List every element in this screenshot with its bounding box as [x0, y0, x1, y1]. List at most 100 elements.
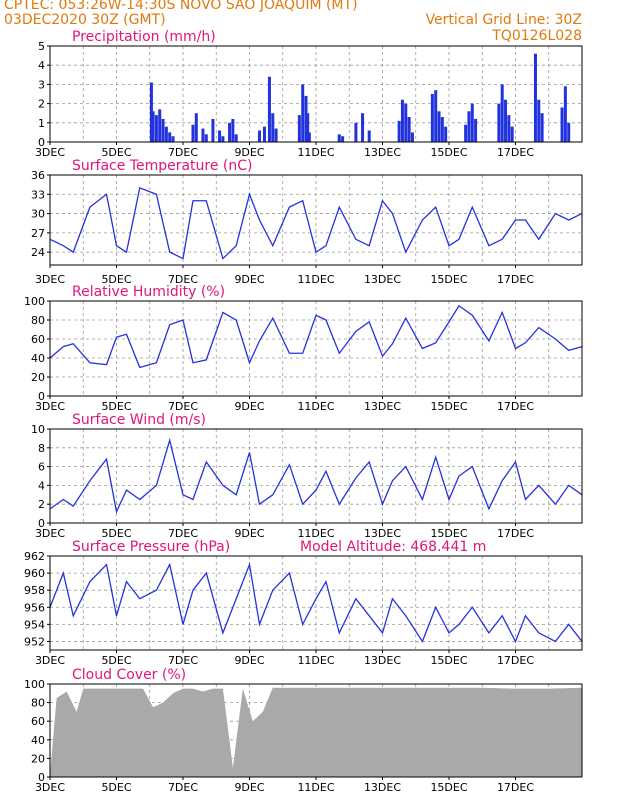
temperature-xtick-label: 5DEC	[101, 273, 131, 286]
precipitation-bar	[221, 136, 225, 142]
precipitation-ytick-label: 0	[38, 136, 45, 149]
wind-ytick-label: 2	[38, 498, 45, 511]
precipitation-xtick-label: 17DEC	[497, 146, 534, 159]
wind-xtick-label: 7DEC	[168, 527, 198, 540]
pressure-title: Surface Pressure (hPa)	[72, 539, 230, 555]
precipitation-xtick-label: 5DEC	[101, 146, 131, 159]
precipitation-bar	[149, 82, 153, 142]
pressure-ytick-label: 958	[24, 584, 45, 597]
precipitation-bar	[194, 113, 198, 142]
precipitation-bar	[440, 117, 444, 142]
wind-xtick-label: 17DEC	[497, 527, 534, 540]
humidity-ytick-label: 0	[38, 390, 45, 403]
humidity-xtick-label: 11DEC	[297, 400, 334, 413]
precipitation-bar	[158, 109, 162, 142]
humidity-xtick-label: 3DEC	[35, 400, 65, 413]
precipitation-xtick-label: 11DEC	[297, 146, 334, 159]
pressure-ytick-label: 954	[24, 618, 45, 631]
header-station: CPTEC: 053:26W-14:30S NOVO SAO JOAQUIM (…	[4, 0, 358, 13]
humidity-ytick-label: 60	[31, 333, 45, 346]
precipitation-bar	[540, 113, 544, 142]
precipitation-bar	[154, 115, 158, 142]
wind-xtick-label: 13DEC	[364, 527, 401, 540]
wind-ytick-label: 8	[38, 442, 45, 455]
precipitation-xtick-label: 15DEC	[430, 146, 467, 159]
precipitation-ytick-label: 4	[38, 59, 45, 72]
temperature-ytick-label: 36	[31, 169, 45, 182]
cloud-title: Cloud Cover (%)	[72, 667, 186, 683]
precipitation-bar	[444, 126, 448, 142]
cloud-ytick-label: 40	[31, 734, 45, 747]
temperature-xtick-label: 3DEC	[35, 273, 65, 286]
precipitation-bar	[306, 113, 310, 142]
cloud-area	[50, 687, 582, 777]
pressure-ytick-label: 952	[24, 635, 45, 648]
humidity-line	[49, 304, 583, 369]
wind-title: Surface Wind (m/s)	[72, 412, 206, 428]
cloud-ytick-label: 80	[31, 697, 45, 710]
precipitation-bar	[201, 128, 205, 142]
precipitation-bar	[504, 99, 508, 142]
humidity-xtick-label: 13DEC	[364, 400, 401, 413]
wind-xtick-label: 15DEC	[430, 527, 467, 540]
precipitation-bar	[567, 122, 571, 142]
pressure-ytick-label: 962	[24, 550, 45, 563]
precipitation-bar	[361, 113, 365, 142]
precipitation-bar	[464, 124, 468, 142]
cloud-xtick-label: 5DEC	[101, 781, 131, 794]
cloud-xtick-label: 15DEC	[430, 781, 467, 794]
precipitation-bar	[407, 117, 411, 142]
humidity-xtick-label: 9DEC	[234, 400, 264, 413]
temperature-xtick-label: 15DEC	[430, 273, 467, 286]
wind-xtick-label: 5DEC	[101, 527, 131, 540]
temperature-xtick-label: 13DEC	[364, 273, 401, 286]
precipitation-bar	[400, 99, 404, 142]
temperature-xtick-label: 17DEC	[497, 273, 534, 286]
pressure-xtick-label: 7DEC	[168, 654, 198, 667]
precipitation-ytick-label: 1	[38, 117, 45, 130]
precipitation-bar	[467, 111, 471, 142]
precipitation-bar	[437, 111, 441, 142]
precipitation-bar	[271, 113, 275, 142]
pressure-xtick-label: 17DEC	[497, 654, 534, 667]
precipitation-bar	[563, 86, 567, 142]
header-date: 03DEC2020 30Z (GMT)	[4, 12, 166, 28]
pressure-xtick-label: 9DEC	[234, 654, 264, 667]
precipitation-bar	[301, 84, 305, 142]
precipitation-bar	[533, 53, 537, 142]
temperature-ytick-label: 27	[31, 227, 45, 240]
pressure-ytick-label: 956	[24, 601, 45, 614]
precipitation-bar	[510, 126, 514, 142]
precipitation-bar	[410, 132, 414, 142]
temperature-xtick-label: 11DEC	[297, 273, 334, 286]
humidity-xtick-label: 7DEC	[168, 400, 198, 413]
precipitation-xtick-label: 13DEC	[364, 146, 401, 159]
wind-ytick-label: 10	[31, 423, 45, 436]
precipitation-ytick-label: 2	[38, 98, 45, 111]
cloud-xtick-label: 7DEC	[168, 781, 198, 794]
pressure-ytick-label: 960	[24, 567, 45, 580]
temperature-ytick-label: 30	[31, 208, 45, 221]
temperature-xtick-label: 7DEC	[168, 273, 198, 286]
precipitation-bar	[171, 136, 175, 142]
precipitation-bar	[257, 130, 261, 142]
precipitation-bar	[537, 99, 541, 142]
cloud-ytick-label: 60	[31, 715, 45, 728]
precipitation-bar	[274, 128, 278, 142]
temperature-line	[49, 186, 583, 260]
wind-ytick-label: 4	[38, 479, 45, 492]
precipitation-bar	[168, 132, 172, 142]
precipitation-bar	[267, 76, 271, 142]
pressure-line	[49, 562, 583, 644]
humidity-xtick-label: 5DEC	[101, 400, 131, 413]
precipitation-bar	[560, 107, 564, 142]
precipitation-bar	[211, 118, 215, 142]
precipitation-bar	[500, 84, 504, 142]
precipitation-bar	[164, 126, 168, 142]
header-model-id: TQ0126L028	[492, 28, 582, 44]
wind-xtick-label: 11DEC	[297, 527, 334, 540]
cloud-xtick-label: 11DEC	[297, 781, 334, 794]
precipitation-bar	[404, 103, 408, 142]
humidity-ytick-label: 40	[31, 352, 45, 365]
precipitation-title: Precipitation (mm/h)	[72, 29, 216, 45]
